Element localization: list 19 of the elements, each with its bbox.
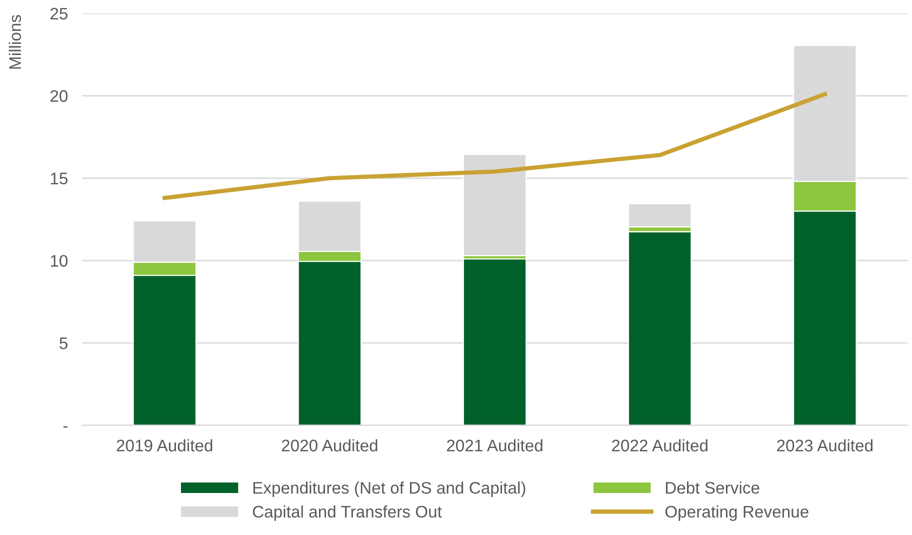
- y-tick-label: -: [63, 426, 68, 428]
- y-tick-label: 10: [50, 254, 68, 267]
- bar: [462, 258, 527, 426]
- legend-label: Expenditures (Net of DS and Capital): [253, 482, 526, 498]
- y-tick-label: 20: [50, 90, 68, 102]
- y-tick-label: 15: [50, 172, 68, 184]
- line-series: [162, 92, 827, 200]
- x-tick-label: 2021 Audited: [446, 439, 542, 452]
- y-tick-label: 5: [60, 338, 68, 350]
- bar: [628, 231, 692, 426]
- x-tick-label: 2020 Audited: [282, 439, 378, 452]
- x-tick-label: 2022 Audited: [612, 439, 708, 452]
- x-tick-label: 2023 Audited: [777, 439, 872, 452]
- x-tick-label: 2019 Audited: [116, 439, 212, 452]
- legend-label: Operating Revenue: [665, 505, 808, 521]
- legend-label: Debt Service: [666, 482, 760, 494]
- y-tick-label: 25: [50, 8, 68, 20]
- y-axis-title: Millions: [8, 15, 22, 69]
- legend-label: Capital and Transfers Out: [252, 505, 442, 521]
